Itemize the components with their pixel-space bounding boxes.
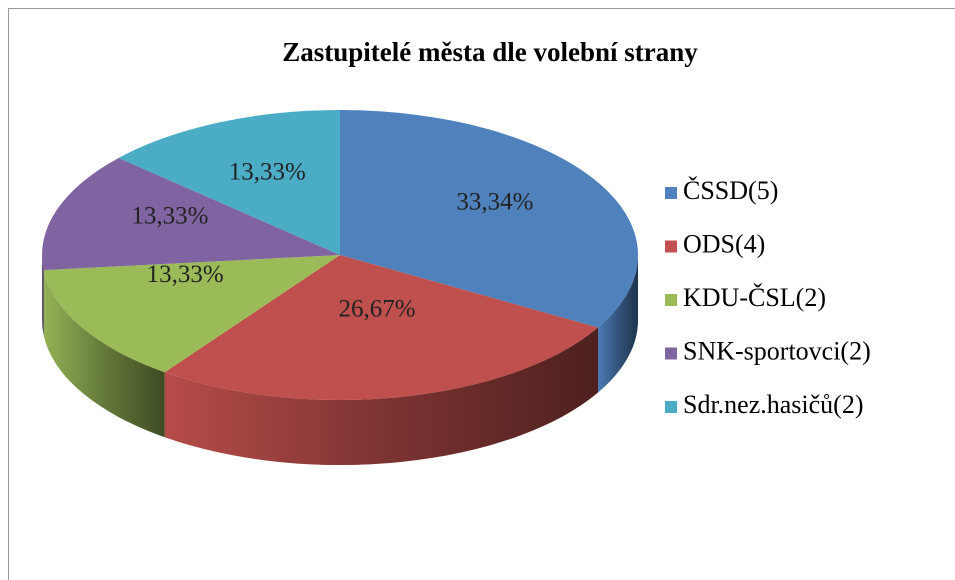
slice-side-shade xyxy=(598,255,638,393)
data-label: 26,67% xyxy=(339,296,416,323)
legend-label: ODS(4) xyxy=(683,229,765,258)
legend-label: KDU-ČSL(2) xyxy=(683,283,826,312)
chart-title: Zastupitelé města dle volební strany xyxy=(282,37,698,67)
slice xyxy=(340,110,638,328)
data-label: 13,33% xyxy=(147,261,224,288)
data-label: 13,33% xyxy=(229,158,306,185)
legend-swatch xyxy=(665,187,677,199)
slice xyxy=(42,157,341,271)
legend-swatch xyxy=(665,347,677,360)
slice xyxy=(164,255,599,400)
legend-swatch xyxy=(665,240,677,253)
slice xyxy=(118,110,340,255)
legend-label: SNK-sportovci(2) xyxy=(683,336,871,365)
legend-label: ČSSD(5) xyxy=(683,176,778,205)
slice-side-shade xyxy=(43,270,165,438)
legend-swatch xyxy=(665,401,677,413)
slice xyxy=(43,255,341,373)
slice-side-shade xyxy=(42,255,44,336)
data-label: 13,33% xyxy=(131,202,208,229)
legend-label: Sdr.nez.hasičů(2) xyxy=(683,390,864,419)
legend-swatch xyxy=(665,294,677,306)
data-label: 33,34% xyxy=(456,188,533,215)
slice-side-shade xyxy=(164,327,599,465)
